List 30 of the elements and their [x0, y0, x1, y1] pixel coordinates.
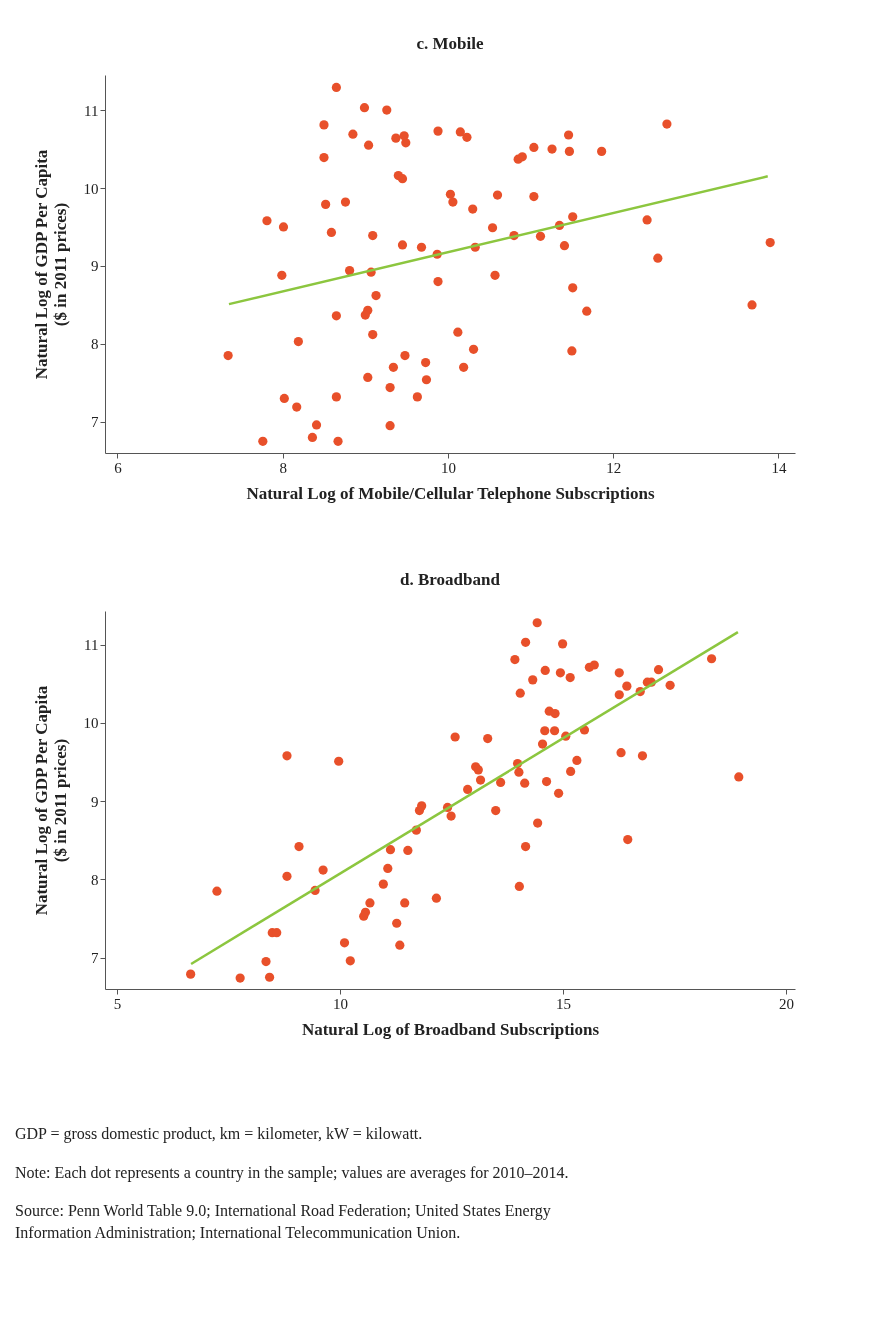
- y-tick-label: 11: [84, 102, 99, 119]
- text: ($ in 2011 prices): [50, 202, 70, 327]
- y-tick-label: 8: [91, 871, 99, 888]
- y-tick-label: 9: [91, 793, 99, 810]
- x-tick-label: 8: [279, 459, 287, 476]
- x-tick-label: 10: [440, 459, 456, 476]
- x-tick-label: 6: [114, 459, 123, 476]
- x-tick-label: 10: [333, 995, 349, 1012]
- chart-title: c. Mobile: [416, 34, 484, 53]
- y-tick-label: 10: [83, 715, 99, 732]
- x-tick-label: 5: [113, 995, 122, 1012]
- y-tick-label: 7: [91, 414, 99, 431]
- y-tick-label: 8: [91, 336, 99, 353]
- text: Note: Each dot represents a country in the sample; values are averages for 2010–2014.: [15, 1163, 569, 1182]
- x-axis-title: Natural Log of Broadband Subscriptions: [301, 1019, 600, 1039]
- y-tick-label: 10: [83, 180, 99, 197]
- x-tick-label: 20: [779, 995, 795, 1012]
- chart-title: d. Broadband: [400, 570, 501, 589]
- text: Natural Log of GDP Per Capita: [31, 149, 51, 380]
- y-tick-label: 11: [84, 637, 99, 654]
- x-tick-label: 15: [556, 995, 572, 1012]
- text: GDP = gross domestic product, km = kilometer, kW = kilowatt.: [15, 1125, 423, 1144]
- x-axis-title: Natural Log of Mobile/Cellular Telephone Subscriptions: [246, 483, 655, 503]
- y-tick-label: 9: [91, 258, 99, 275]
- x-tick-label: 14: [771, 459, 787, 476]
- y-tick-label: 7: [91, 950, 99, 967]
- x-tick-label: 12: [606, 459, 622, 476]
- text: ($ in 2011 prices): [50, 738, 70, 863]
- source-note: Source: Penn World Table 9.0; International Road Federation; United States Energy Information Administration; International Telecommunication Union.: [15, 1201, 551, 1241]
- text: Natural Log of GDP Per Capita: [31, 685, 51, 916]
